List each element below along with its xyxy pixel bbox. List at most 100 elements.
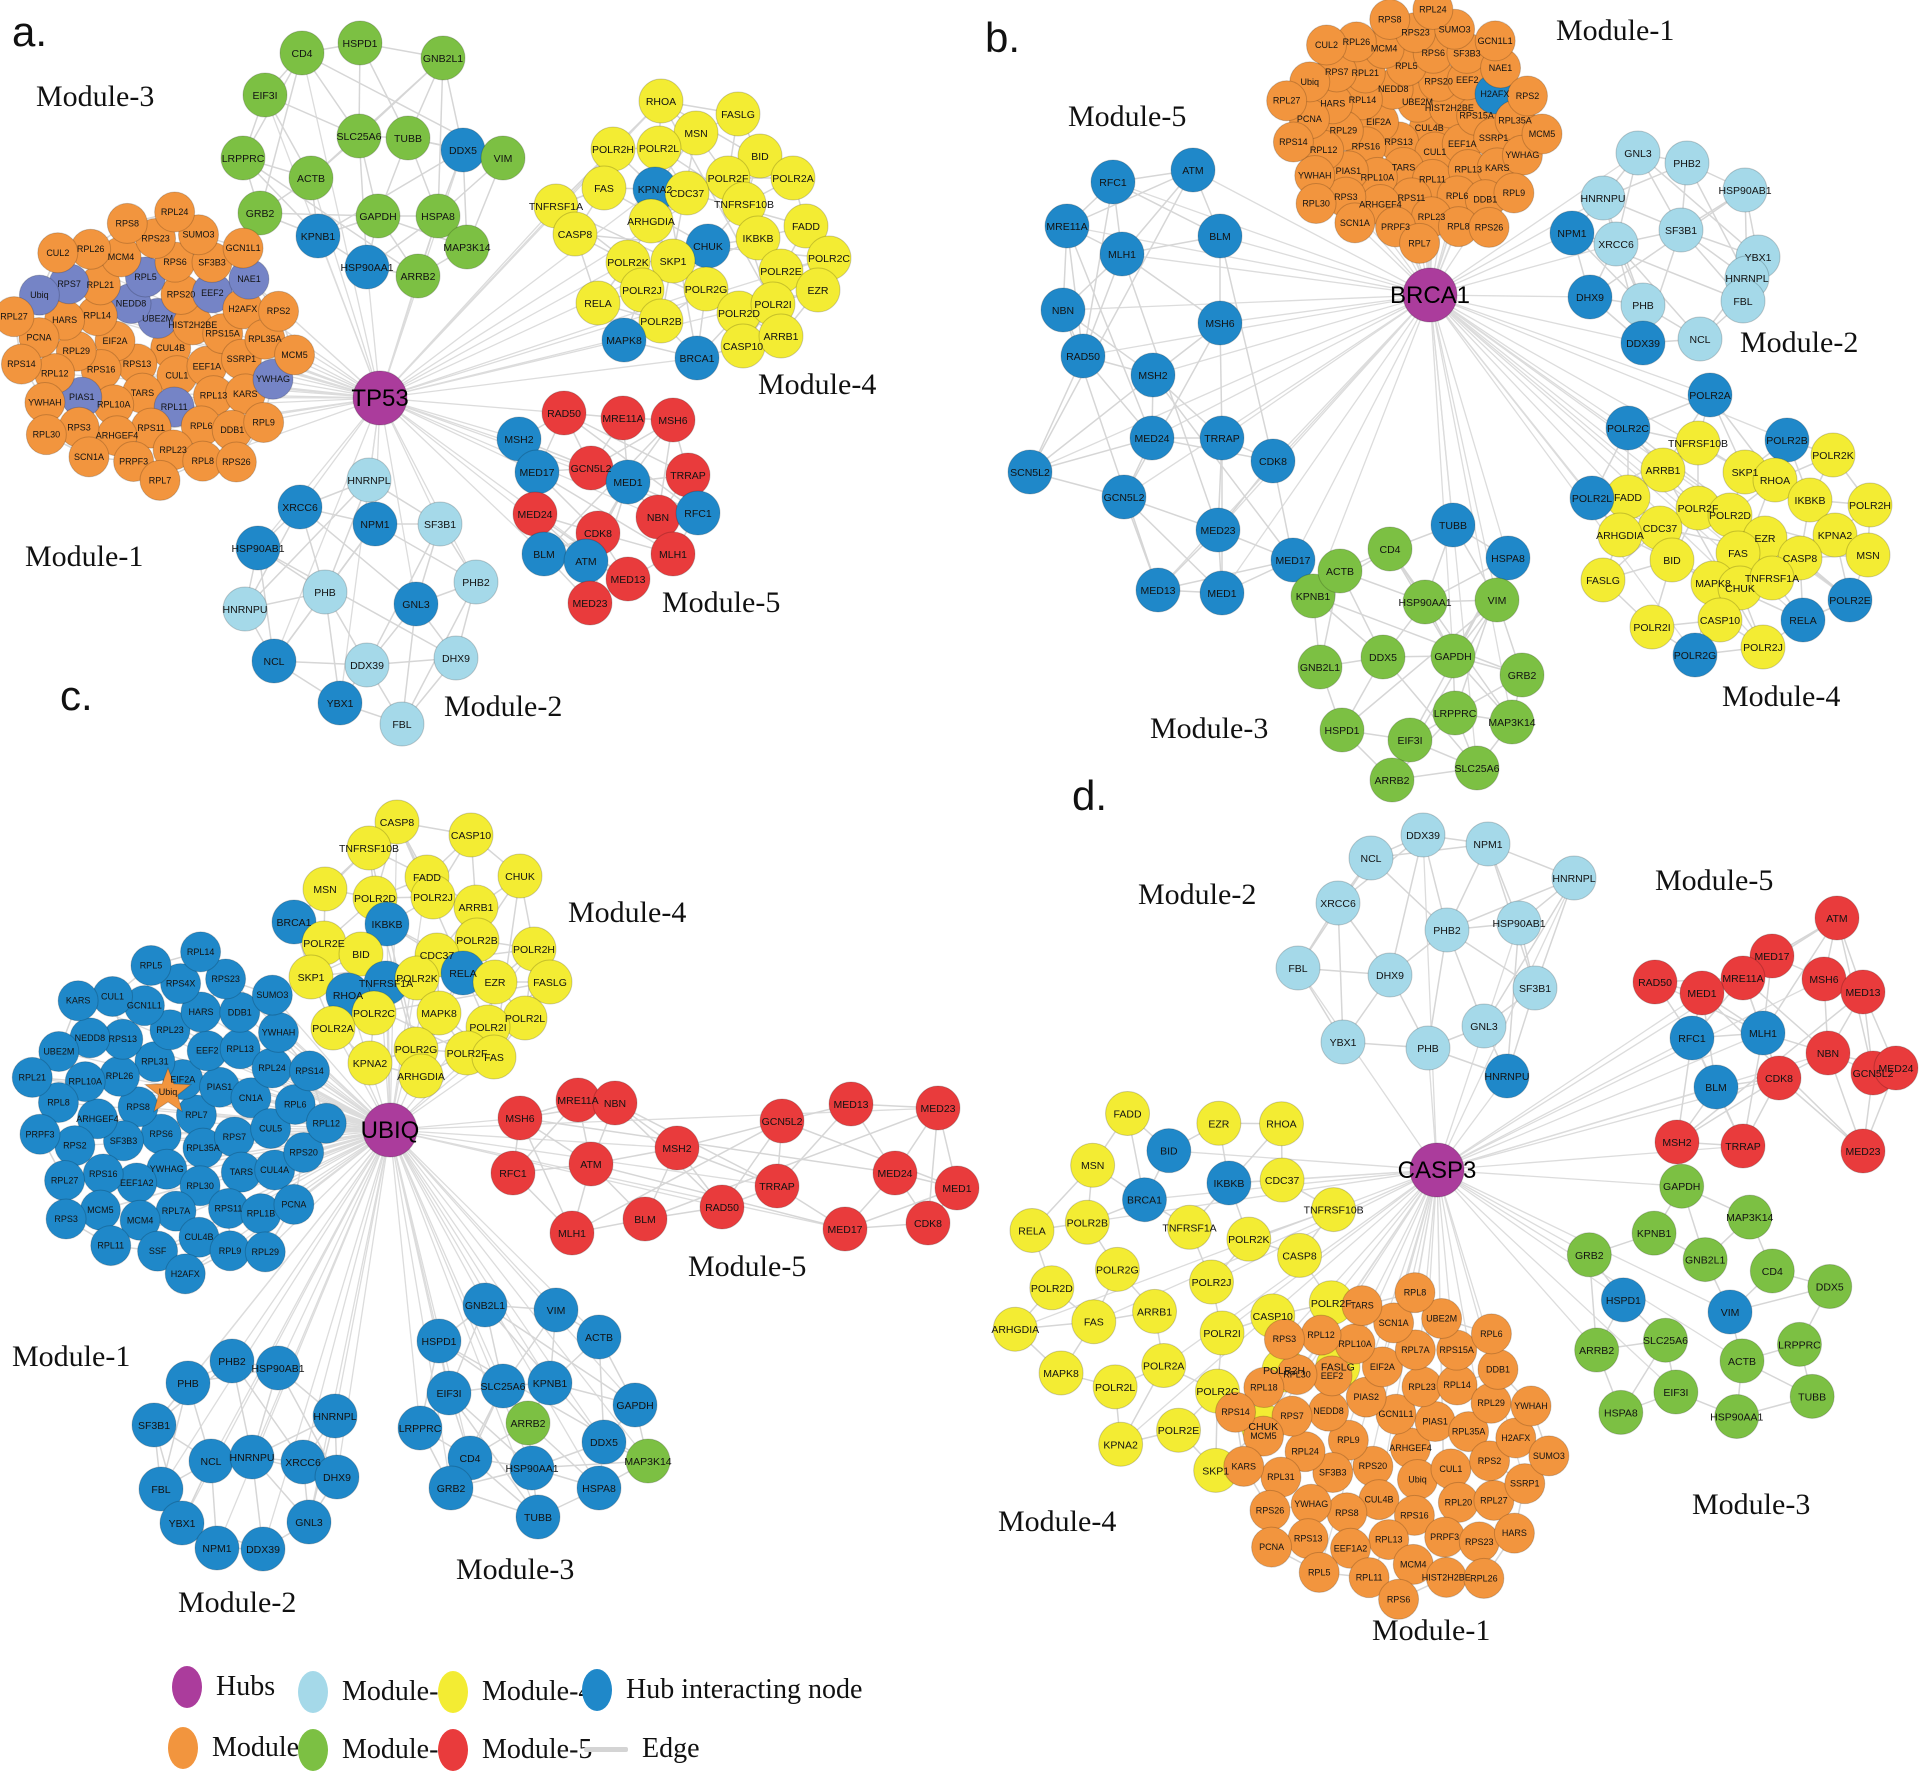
node-MED24[interactable] (872, 1150, 918, 1196)
node-POLR2K[interactable] (1226, 1216, 1272, 1262)
node-CUL5[interactable] (250, 1107, 292, 1149)
node-CDK8[interactable] (1250, 438, 1296, 484)
node-DHX9[interactable] (314, 1454, 360, 1500)
node-MED1[interactable] (1199, 570, 1245, 616)
node-POLR2J[interactable] (1189, 1259, 1235, 1305)
node-SLC25A6[interactable] (336, 113, 382, 159)
node-MED13[interactable] (1135, 567, 1181, 613)
node-ACTB[interactable] (288, 155, 334, 201)
node-MAPK8[interactable] (1038, 1350, 1084, 1396)
node-HSP90AB1[interactable] (1722, 167, 1768, 213)
node-RPL18[interactable] (1243, 1367, 1285, 1409)
node-CASP10[interactable] (448, 812, 494, 858)
node-ARRB2[interactable] (505, 1400, 551, 1446)
node-IKBKB[interactable] (364, 901, 410, 947)
node-RPS4X[interactable] (160, 963, 202, 1005)
node-HSPA8[interactable] (1485, 535, 1531, 581)
node-HSPD1[interactable] (337, 20, 383, 66)
node-RAD50[interactable] (1060, 333, 1106, 379)
node-GRB2[interactable] (1499, 652, 1545, 698)
node-KPNB1[interactable] (527, 1360, 573, 1406)
node-EZR[interactable] (1196, 1100, 1242, 1146)
node-RFC1[interactable] (675, 490, 721, 536)
node-RPS2[interactable] (1506, 75, 1548, 117)
node-RPL13[interactable] (1368, 1519, 1410, 1561)
node-SLC25A6[interactable] (480, 1363, 526, 1409)
node-H2AFX[interactable] (164, 1253, 206, 1295)
node-MSH2[interactable] (654, 1125, 700, 1171)
node-IKBKB[interactable] (735, 215, 781, 261)
node-FASLG[interactable] (527, 959, 573, 1005)
node-MSN[interactable] (302, 866, 348, 912)
node-TUBB[interactable] (385, 115, 431, 161)
node-VIM[interactable] (1474, 577, 1520, 623)
node-LRPPRC[interactable] (1776, 1321, 1822, 1367)
node-ACTB[interactable] (1317, 548, 1363, 594)
node-TUBB[interactable] (1430, 502, 1476, 548)
node-HSPA8[interactable] (415, 193, 461, 239)
node-MED24[interactable] (1873, 1045, 1919, 1091)
node-LRPPRC[interactable] (1432, 690, 1478, 736)
hub-node-BRCA1[interactable] (1402, 267, 1458, 323)
node-SCN5L2[interactable] (1007, 449, 1053, 495)
node-VIM[interactable] (1707, 1289, 1753, 1335)
node-MED13[interactable] (1840, 969, 1886, 1015)
node-EZR[interactable] (472, 959, 518, 1005)
node-FBL[interactable] (1275, 945, 1321, 991)
node-GNL3[interactable] (1615, 130, 1661, 176)
node-RPS8[interactable] (106, 202, 148, 244)
node-EZR[interactable] (795, 267, 841, 313)
node-SCN1A[interactable] (1334, 202, 1376, 244)
node-RPL9[interactable] (1493, 172, 1535, 214)
node-POLR2D[interactable] (1029, 1265, 1075, 1311)
node-YBX1[interactable] (1320, 1019, 1366, 1065)
node-ARRB2[interactable] (395, 253, 441, 299)
node-RPL26[interactable] (1463, 1557, 1505, 1599)
node-HSPD1[interactable] (1319, 707, 1365, 753)
node-MAP3K14[interactable] (625, 1438, 671, 1484)
node-RPL8[interactable] (37, 1082, 79, 1124)
node-EEF1A2[interactable] (1330, 1527, 1372, 1569)
node-IKBKB[interactable] (1787, 477, 1833, 523)
node-MSH6[interactable] (497, 1095, 543, 1141)
node-NBN[interactable] (1805, 1030, 1851, 1076)
node-FADD[interactable] (783, 203, 829, 249)
node-MSH2[interactable] (1654, 1119, 1700, 1165)
node-NPM1[interactable] (352, 501, 398, 547)
node-HSP90AA1[interactable] (1402, 579, 1448, 625)
node-CN1A[interactable] (230, 1077, 272, 1119)
node-MCM5[interactable] (1242, 1415, 1284, 1457)
node-BLM[interactable] (622, 1196, 668, 1242)
node-XRCC6[interactable] (1593, 221, 1639, 267)
node-SLC25A6[interactable] (1642, 1317, 1688, 1363)
node-SCN1A[interactable] (68, 436, 110, 478)
node-RAD50[interactable] (699, 1184, 745, 1230)
node-RPL7[interactable] (1399, 222, 1441, 264)
node-ARRB1[interactable] (1640, 447, 1686, 493)
node-PRPF3[interactable] (19, 1113, 61, 1155)
node-POLR2C[interactable] (351, 990, 397, 1036)
node-FAS[interactable] (581, 165, 627, 211)
node-ATM[interactable] (568, 1141, 614, 1187)
node-RPL29[interactable] (244, 1231, 286, 1273)
node-POLR2A[interactable] (770, 155, 816, 201)
node-MCM5[interactable] (1521, 113, 1563, 155)
node-POLR2J[interactable] (1740, 624, 1786, 670)
node-UBE2M[interactable] (1421, 1298, 1463, 1340)
node-ARRB2[interactable] (1574, 1327, 1620, 1373)
node-POLR2G[interactable] (683, 266, 729, 312)
node-PHB2[interactable] (453, 559, 499, 605)
node-HSP90AB1[interactable] (1496, 900, 1542, 946)
node-ARHGDIA[interactable] (628, 198, 674, 244)
node-MAP3K14[interactable] (1489, 699, 1535, 745)
node-EIF2A[interactable] (1361, 1346, 1403, 1388)
node-RPL24[interactable] (1412, 0, 1454, 31)
node-ARHGEF4[interactable] (77, 1098, 119, 1140)
node-MLH1[interactable] (1099, 231, 1145, 277)
node-PHB2[interactable] (209, 1338, 255, 1384)
node-MSN[interactable] (1845, 532, 1891, 578)
node-CUL2[interactable] (37, 232, 79, 274)
node-GRB2[interactable] (428, 1465, 474, 1511)
node-MCM5[interactable] (274, 334, 316, 376)
node-POLR2E[interactable] (1827, 577, 1873, 623)
